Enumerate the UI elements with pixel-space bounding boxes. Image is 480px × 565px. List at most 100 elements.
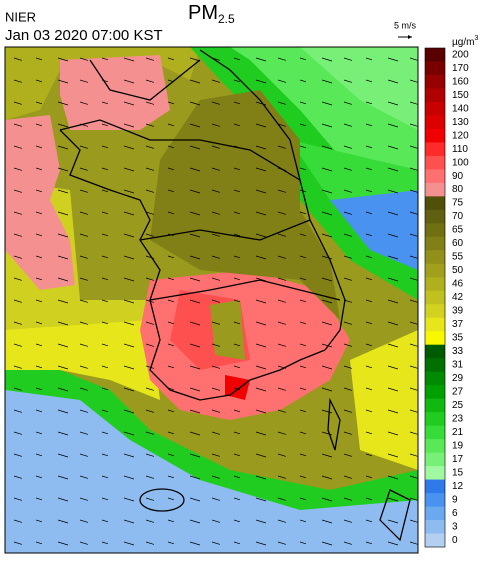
wind-arrow [321, 497, 333, 502]
wind-arrow [277, 519, 287, 523]
wind-arrow [13, 233, 23, 237]
timestamp: Jan 03 2020 07:00 KST [5, 27, 163, 44]
legend-unit-superscript: 3 [474, 35, 478, 42]
wind-arrow [101, 101, 109, 105]
wind-arrow [189, 101, 201, 106]
wind-scale-arrowhead [408, 35, 412, 39]
wind-arrow [35, 409, 43, 413]
legend-label: 19 [452, 440, 464, 451]
legend-label: 46 [452, 279, 464, 290]
wind-arrow [299, 475, 307, 479]
wind-arrow [101, 409, 109, 413]
wind-arrow [365, 277, 373, 281]
wind-arrow [299, 101, 307, 105]
wind-arrow [145, 343, 155, 347]
wind-arrow [79, 299, 89, 303]
wind-arrow [123, 255, 135, 260]
wind-arrow [123, 387, 135, 392]
wind-arrow [277, 101, 287, 105]
map [4, 46, 419, 554]
wind-arrow [409, 431, 419, 435]
wind-arrow [123, 57, 135, 62]
wind-arrow [365, 101, 373, 105]
legend-label: 160 [452, 76, 469, 87]
wind-arrow [343, 431, 353, 435]
wind-arrow [299, 233, 307, 237]
wind-arrow [321, 57, 333, 62]
wind-arrow [35, 167, 43, 171]
wind-arrow [277, 299, 287, 303]
wind-arrow [13, 189, 23, 193]
wind-arrow [123, 431, 135, 436]
wind-arrow [211, 343, 221, 347]
wind-arrow [343, 211, 353, 215]
wind-arrow [13, 211, 23, 215]
wind-arrow [321, 255, 333, 260]
region [5, 320, 160, 400]
wind-arrow [189, 211, 201, 216]
wind-arrow [101, 541, 109, 545]
wind-arrow [145, 453, 155, 457]
wind-arrow [57, 123, 69, 128]
wind-arrow [321, 211, 333, 216]
wind-arrow [255, 145, 267, 150]
region [5, 47, 200, 120]
wind-arrow [13, 541, 23, 545]
legend-unit-main: µg/m [452, 37, 474, 48]
sea-green [290, 140, 418, 200]
wind-arrow [167, 321, 175, 325]
wind-arrow [167, 519, 175, 523]
wind-arrow [255, 475, 267, 480]
legend-label: 90 [452, 171, 464, 182]
wind-arrow [145, 387, 155, 391]
legend-label: 12 [452, 481, 464, 492]
legend-label: 50 [452, 265, 464, 276]
wind-arrow [387, 123, 399, 128]
wind-arrow [57, 145, 69, 150]
wind-arrow [167, 79, 175, 83]
wind-arrow [13, 431, 23, 435]
wind-arrow [409, 365, 419, 369]
wind-arrow [211, 453, 221, 457]
wind-arrow [321, 321, 333, 326]
wind-arrow [189, 387, 201, 392]
wind-arrow [387, 57, 399, 62]
wind-arrow [299, 497, 307, 501]
legend-label: 35 [452, 333, 464, 344]
wind-arrow [343, 321, 353, 325]
wind-arrow [13, 519, 23, 523]
wind-arrow [233, 431, 241, 435]
wind-arrow [101, 123, 109, 127]
wind-arrow [167, 343, 175, 347]
wind-arrow [233, 101, 241, 105]
wind-arrow [35, 431, 43, 435]
legend-swatch [425, 385, 445, 400]
wind-arrow [211, 145, 221, 149]
wind-arrow [79, 497, 89, 501]
wind-arrow [211, 57, 221, 61]
wind-arrow [189, 255, 201, 260]
wind-arrow [409, 233, 419, 237]
wind-arrow [123, 409, 135, 414]
wind-arrow [299, 365, 307, 369]
wind-arrow [13, 57, 23, 61]
wind-arrow [211, 409, 221, 413]
wind-arrow [13, 79, 23, 83]
legend-label: 42 [452, 292, 464, 303]
wind-arrow [79, 431, 89, 435]
wind-arrow [13, 123, 23, 127]
wind-arrow [387, 453, 399, 458]
wind-arrow [79, 541, 89, 545]
wind-arrow [57, 101, 69, 106]
legend-label: 23 [452, 414, 464, 425]
wind-arrow [255, 211, 267, 216]
wind-arrow [35, 145, 43, 149]
wind-arrow [79, 79, 89, 83]
wind-arrow [57, 519, 69, 524]
wind-arrow [233, 497, 241, 501]
wind-arrow [145, 321, 155, 325]
wind-arrow [35, 475, 43, 479]
wind-arrow [57, 233, 69, 238]
wind-arrow [233, 277, 241, 281]
legend-swatch [425, 520, 445, 535]
